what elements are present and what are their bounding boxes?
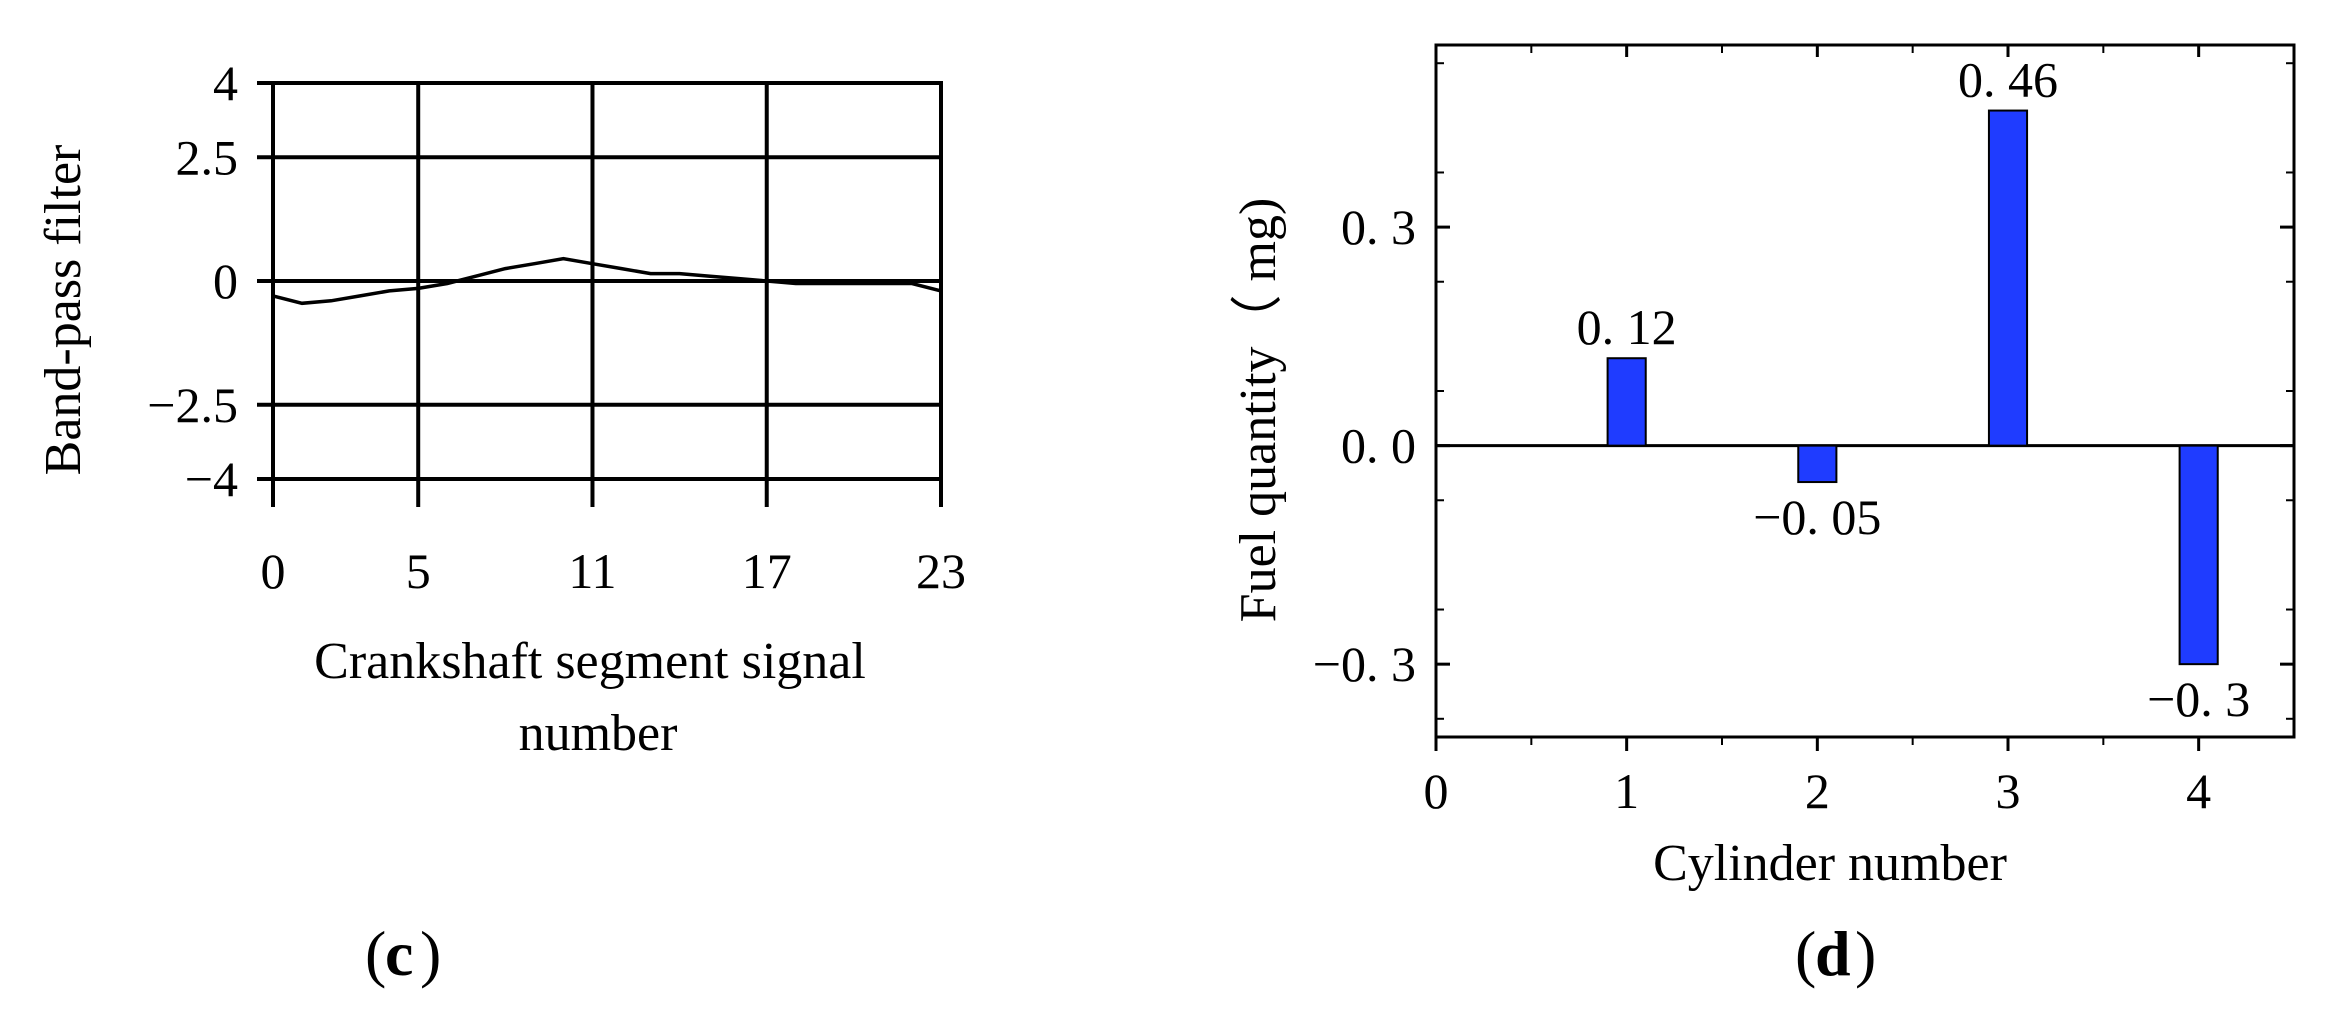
panel-d-label: d: [1815, 918, 1851, 989]
panel-d-ticks: 0. 3 0. 0 −0. 3 0 1 2 3 4: [1313, 45, 2294, 819]
panel-c-x-axis-label-line-1: Crankshaft segment signal: [314, 633, 866, 690]
panel-d-bar: [2178, 444, 2219, 666]
panel-d-x-tick-label: 3: [1996, 763, 2021, 819]
panel-c-x-tick-label: 11: [568, 543, 616, 599]
panel-c-ticks: 4 2.5 0 −2.5 −4 0 5 11 17 23: [147, 55, 966, 599]
panel-d-plot-frame: [1434, 43, 2296, 739]
panel-d-x-tick-label: 2: [1805, 763, 1830, 819]
panel-d-label-close: ): [1855, 918, 1876, 989]
panel-d-bars: 0. 12 −0. 05 0. 46 −0. 3: [1577, 52, 2251, 728]
panel-c-y-tick-label: 4: [213, 55, 238, 111]
panel-d-x-tick-label: 4: [2186, 763, 2211, 819]
panel-d-bar: [1606, 357, 1647, 447]
panel-d-y-tick-label: 0. 3: [1341, 199, 1416, 255]
panel-c-y-axis-label: Band-pass filter: [35, 145, 92, 476]
panel-c-line-chart: 4 2.5 0 −2.5 −4 0 5 11 17 23 Band-pass filter Cra…: [35, 55, 966, 989]
panel-c-grid: [271, 81, 943, 481]
panel-c-label: c: [385, 918, 413, 989]
panel-c-series: [272, 256, 942, 306]
panel-d-x-tick-label: 1: [1614, 763, 1639, 819]
panel-d-bar-value-label: 0. 46: [1958, 52, 2058, 108]
panel-d-y-tick-label: 0. 0: [1341, 418, 1416, 474]
panel-d-bar-value-label: −0. 05: [1753, 489, 1881, 545]
panel-c-y-tick-label: −4: [185, 451, 238, 507]
panel-c-x-axis-label-line-2: number: [519, 705, 678, 762]
panel-d-label-open: (: [1795, 918, 1816, 989]
panel-c-y-tick-label: −2.5: [147, 377, 238, 433]
panel-d-x-tick-label: 0: [1424, 763, 1449, 819]
panel-d-x-axis-label: Cylinder number: [1653, 835, 2007, 892]
panel-c-label-open: (: [365, 918, 386, 989]
panel-d-bar-value-label: −0. 3: [2147, 671, 2250, 727]
panel-c-y-tick-label: 0: [213, 253, 238, 309]
panel-d-bar-chart: 0. 3 0. 0 −0. 3 0 1 2 3 4 0. 12 −0. 05 0. 46 −0. 3…: [1230, 43, 2296, 989]
panel-c-label-close: ): [420, 918, 441, 989]
panel-c-y-tick-label: 2.5: [176, 129, 239, 185]
panel-c-x-tick-label: 17: [742, 543, 792, 599]
panel-c-x-tick-label: 23: [916, 543, 966, 599]
panel-d-y-axis-label: Fuel quantity（ mg): [1230, 198, 1287, 623]
panel-d-bar-value-label: 0. 12: [1577, 299, 1677, 355]
panel-d-bar: [1797, 444, 1838, 484]
panel-d-bar: [1987, 109, 2029, 447]
panel-d-y-tick-label: −0. 3: [1313, 636, 1416, 692]
panel-c-x-tick-label: 0: [261, 543, 286, 599]
panel-c-series-line: [272, 256, 942, 306]
panel-c-x-tick-label: 5: [406, 543, 431, 599]
